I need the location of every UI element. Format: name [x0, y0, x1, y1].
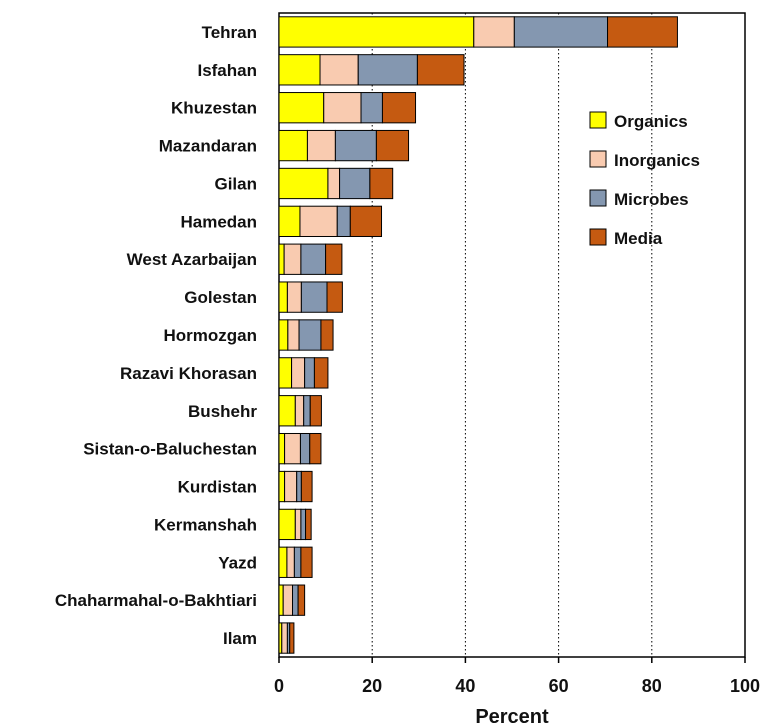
bar-media-ilam [289, 622, 295, 654]
bar-organics-tehran [278, 16, 475, 48]
category-label: Bushehr [188, 402, 257, 421]
bar-inorganics-mazandaran [306, 129, 336, 162]
category-label: West Azarbaijan [127, 250, 257, 269]
bar-organics-bushehr [278, 395, 296, 427]
category-label: Mazandaran [159, 137, 257, 156]
bar-media-yazd [300, 546, 313, 578]
category-label: Razavi Khorasan [120, 364, 257, 383]
category-label: Sistan-o-Baluchestan [83, 440, 257, 459]
bar-inorganics-gilan [327, 167, 341, 200]
bar-inorganics-hormozgan [287, 319, 300, 351]
category-label: Gilan [214, 174, 257, 193]
x-tick-label: 80 [642, 676, 662, 696]
bar-microbes-isfahan [357, 54, 418, 86]
bar-microbes-golestan [300, 281, 328, 313]
bar-media-gilan [369, 167, 394, 200]
category-label: Kurdistan [178, 478, 257, 497]
x-tick-label: 20 [362, 676, 382, 696]
bar-microbes-hamedan [336, 205, 351, 238]
bar-inorganics-isfahan [319, 54, 359, 86]
bar-organics-khuzestan [278, 92, 325, 124]
bar-organics-isfahan [278, 54, 321, 86]
bar-organics-kurdistan [278, 470, 286, 503]
bar-inorganics-golestan [286, 281, 302, 313]
bar-inorganics-kermanshah [294, 508, 302, 541]
bar-media-hormozgan [320, 319, 334, 351]
category-label: Hamedan [180, 212, 257, 231]
bar-microbes-sistan-o-baluchestan [299, 432, 311, 465]
bar-media-razavi-khorasan [313, 357, 329, 389]
bar-organics-gilan [278, 167, 329, 200]
bar-media-kurdistan [300, 470, 313, 503]
bar-organics-sistan-o-baluchestan [278, 432, 286, 465]
bar-inorganics-khuzestan [323, 92, 362, 124]
bar-microbes-razavi-khorasan [304, 357, 315, 389]
bar-organics-yazd [278, 546, 288, 578]
bar-inorganics-yazd [286, 546, 295, 578]
legend-swatch-organics [589, 111, 607, 129]
legend-label-organics: Organics [614, 112, 688, 131]
legend-swatch-media [589, 228, 607, 246]
bar-microbes-khuzestan [360, 92, 383, 124]
x-tick-label: 60 [549, 676, 569, 696]
bar-microbes-bushehr [303, 395, 311, 427]
bar-inorganics-tehran [473, 16, 515, 48]
bar-inorganics-west-azarbaijan [283, 243, 302, 275]
bar-microbes-mazandaran [334, 129, 377, 162]
category-label: Kermanshah [154, 515, 257, 534]
bar-organics-hamedan [278, 205, 301, 238]
bar-inorganics-chaharmahal-o-bakhtiari [282, 584, 294, 616]
bar-media-sistan-o-baluchestan [309, 432, 322, 465]
category-label: Golestan [184, 288, 257, 307]
category-label: Ilam [223, 629, 257, 648]
bar-microbes-yazd [293, 546, 302, 578]
category-label: Chaharmahal-o-Bakhtiari [55, 591, 257, 610]
x-axis-title: Percent [475, 706, 549, 728]
legend-label-media: Media [614, 229, 663, 248]
legend-label-microbes: Microbes [614, 190, 689, 209]
bar-microbes-chaharmahal-o-bakhtiari [292, 584, 299, 616]
category-label: Khuzestan [171, 99, 257, 118]
bar-media-golestan [326, 281, 343, 313]
bar-inorganics-kurdistan [284, 470, 298, 503]
category-label: Yazd [218, 553, 257, 572]
category-label: Isfahan [197, 61, 257, 80]
bar-organics-kermanshah [278, 508, 296, 541]
bar-microbes-west-azarbaijan [300, 243, 327, 275]
bar-organics-west-azarbaijan [278, 243, 285, 275]
bar-microbes-tehran [513, 16, 609, 48]
bar-microbes-hormozgan [298, 319, 322, 351]
bar-media-mazandaran [375, 129, 410, 162]
bar-organics-chaharmahal-o-bakhtiari [278, 584, 284, 616]
bar-inorganics-razavi-khorasan [291, 357, 306, 389]
bar-microbes-gilan [339, 167, 371, 200]
bar-media-tehran [607, 16, 678, 48]
bar-inorganics-bushehr [294, 395, 305, 427]
bar-media-west-azarbaijan [325, 243, 343, 275]
legend-label-inorganics: Inorganics [614, 151, 700, 170]
bar-media-bushehr [309, 395, 322, 427]
bar-organics-mazandaran [278, 129, 308, 162]
legend-swatch-inorganics [589, 150, 607, 168]
x-tick-label: 40 [455, 676, 475, 696]
bar-organics-golestan [278, 281, 288, 313]
bar-media-chaharmahal-o-bakhtiari [297, 584, 306, 616]
bar-media-khuzestan [381, 92, 417, 124]
bar-inorganics-ilam [281, 622, 288, 654]
x-tick-label: 0 [274, 676, 284, 696]
bar-microbes-kermanshah [300, 508, 307, 541]
bar-inorganics-hamedan [299, 205, 338, 238]
bar-organics-hormozgan [278, 319, 289, 351]
bar-media-kermanshah [305, 508, 312, 541]
category-label: Tehran [202, 23, 257, 42]
bar-inorganics-sistan-o-baluchestan [284, 432, 301, 465]
category-label: Hormozgan [164, 326, 258, 345]
legend-swatch-microbes [589, 189, 607, 207]
x-tick-label: 100 [730, 676, 760, 696]
bar-media-isfahan [416, 54, 465, 86]
bar-microbes-kurdistan [296, 470, 302, 503]
bar-media-hamedan [349, 205, 383, 238]
bar-organics-razavi-khorasan [278, 357, 293, 389]
